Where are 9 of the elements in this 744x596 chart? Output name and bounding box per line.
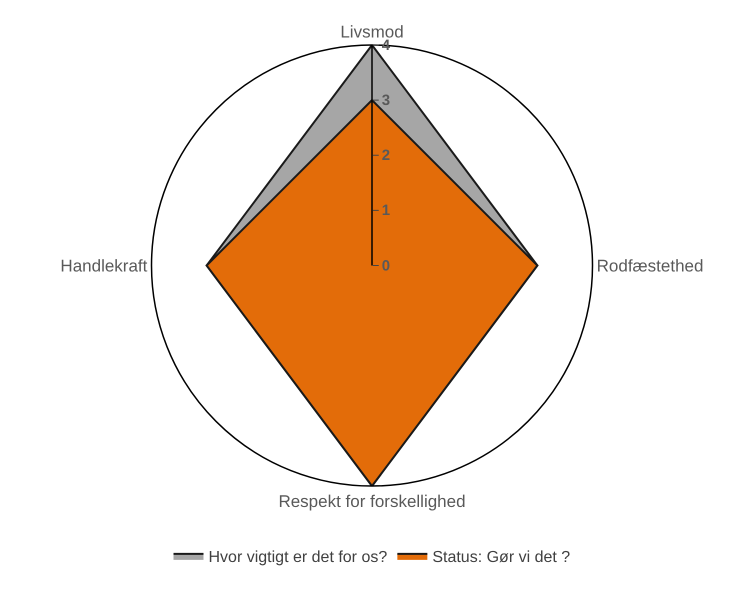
legend-label: Status: Gør vi det ? [432, 549, 570, 566]
y-tick-label: 1 [382, 202, 390, 220]
spoke-label: Respekt for forskellighed [278, 492, 466, 512]
y-tick-label: 0 [382, 257, 390, 274]
y-tick-label: 2 [382, 147, 390, 164]
legend-label: Hvor vigtigt er det for os? [208, 549, 388, 566]
spoke-label: Rodfæstethed [596, 256, 704, 276]
spoke-label: Handlekraft [60, 256, 148, 276]
y-tick-label: 3 [382, 92, 390, 109]
